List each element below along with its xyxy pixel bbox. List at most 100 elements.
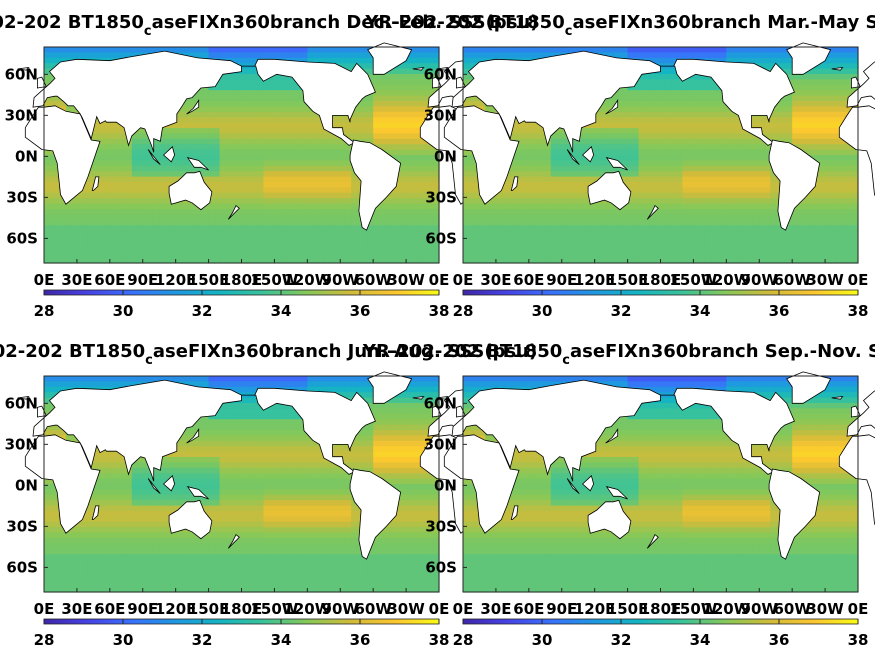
salinity-cell [589,133,596,140]
salinity-cell [506,182,513,188]
salinity-cell [561,133,568,140]
salinity-cell [825,128,832,134]
salinity-cell [323,160,330,167]
salinity-cell [268,128,276,134]
salinity-cell [246,52,254,59]
salinity-cell [495,192,503,199]
salinity-cell [345,225,352,232]
salinity-cell [731,192,738,199]
salinity-cell [219,117,226,124]
salinity-cell [781,111,788,118]
salinity-cell [627,117,634,124]
salinity-cell [428,246,435,253]
salinity-cell [345,52,352,59]
salinity-cell [682,138,689,145]
salinity-cell [334,203,341,210]
salinity-cell [627,84,634,91]
salinity-cell [792,138,799,145]
salinity-cell [285,165,292,172]
salinity-cell [411,246,418,253]
salinity-cell [263,128,270,134]
salinity-cell [257,106,265,113]
salinity-cell [334,252,341,259]
salinity-cell [93,160,100,167]
salinity-cell [534,144,541,151]
salinity-cell [742,171,749,178]
salinity-cell [137,165,144,172]
salinity-cell [115,203,122,210]
salinity-cell [345,236,352,242]
salinity-cell [49,165,56,172]
salinity-cell [274,257,281,264]
salinity-cell [65,225,73,232]
salinity-cell [764,149,771,156]
salinity-cell [644,52,651,59]
salinity-cell [142,187,149,194]
salinity-cell [274,176,281,183]
salinity-cell [726,165,733,172]
salinity-cell [517,155,524,161]
salinity-cell [655,52,662,59]
salinity-cell [644,144,651,151]
salinity-cell [296,95,303,102]
salinity-cell [65,106,73,113]
salinity-cell [115,133,122,140]
salinity-cell [148,230,155,237]
salinity-cell [208,128,215,134]
salinity-cell [219,192,226,199]
salinity-cell [572,192,579,199]
salinity-cell [731,117,738,124]
salinity-cell [98,138,105,145]
salinity-cell [181,101,188,107]
salinity-cell [225,149,232,156]
salinity-cell [578,192,585,199]
salinity-cell [600,128,607,134]
salinity-cell [214,236,221,242]
salinity-cell [236,101,243,107]
salinity-cell [318,133,325,140]
salinity-cell [98,257,105,264]
salinity-cell [715,95,722,102]
salinity-cell [378,257,385,264]
salinity-cell [54,246,62,253]
salinity-cell [285,257,292,264]
salinity-cell [770,133,777,140]
salinity-cell [406,198,413,205]
salinity-cell [131,192,138,199]
salinity-cell [301,128,308,134]
salinity-cell [676,192,684,199]
salinity-cell [323,171,330,178]
salinity-cell [60,203,67,210]
salinity-cell [219,95,226,102]
salinity-cell [726,111,733,118]
salinity-cell [164,219,171,226]
salinity-cell [567,176,574,183]
salinity-cell [463,79,470,86]
salinity-cell [528,47,535,53]
salinity-cell [236,241,243,248]
salinity-cell [417,209,424,215]
salinity-cell [814,68,821,75]
salinity-cell [142,214,149,221]
salinity-cell [137,192,144,199]
salinity-cell [93,122,100,129]
salinity-cell [208,182,215,188]
salinity-cell [274,230,281,237]
salinity-cell [104,203,111,210]
salinity-cell [830,160,837,167]
salinity-cell [49,209,56,215]
salinity-cell [312,57,319,64]
salinity-cell [428,90,435,97]
salinity-cell [852,192,859,199]
salinity-cell [852,68,859,75]
salinity-cell [523,133,530,140]
salinity-cell [356,230,363,237]
salinity-cell [323,149,330,156]
salinity-cell [406,155,413,161]
salinity-cell [517,47,524,53]
salinity-cell [411,133,418,140]
salinity-cell [501,47,508,53]
salinity-cell [589,165,596,172]
salinity-cell [737,122,744,129]
salinity-cell [115,176,122,183]
